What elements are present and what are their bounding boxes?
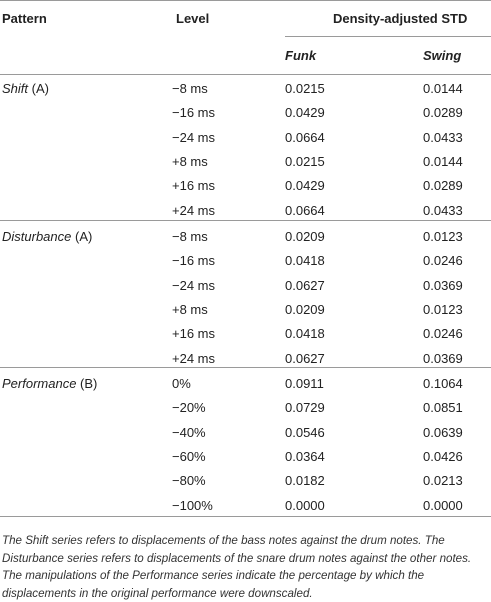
pattern-suffix: (A) bbox=[28, 81, 49, 96]
pattern-name: Performance bbox=[2, 376, 77, 391]
table-bottom-rule bbox=[0, 516, 491, 517]
funk-value-cell: 0.0000 bbox=[285, 497, 325, 513]
swing-value-cell: 0.0144 bbox=[423, 153, 463, 169]
level-cell: −16 ms bbox=[172, 105, 215, 121]
funk-value-cell: 0.0209 bbox=[285, 229, 325, 244]
level-cell: +16 ms bbox=[172, 178, 215, 194]
funk-value-cell: 0.0215 bbox=[285, 153, 325, 169]
funk-value-cell: 0.0546 bbox=[285, 424, 325, 440]
level-cell: −100% bbox=[172, 497, 213, 513]
funk-value-cell: 0.0209 bbox=[285, 301, 325, 317]
table-top-rule bbox=[0, 0, 491, 1]
level-cell: 0% bbox=[172, 376, 191, 391]
level-cell: −16 ms bbox=[172, 253, 215, 269]
header-span-rule bbox=[285, 36, 491, 37]
pattern-name: Shift bbox=[2, 81, 29, 96]
header-pattern: Pattern bbox=[2, 11, 47, 26]
level-cell: −20% bbox=[172, 400, 206, 416]
level-cell: −60% bbox=[172, 448, 206, 464]
pattern-name: Disturbance bbox=[2, 229, 72, 244]
level-cell: −80% bbox=[172, 473, 206, 489]
swing-value-cell: 0.0639 bbox=[423, 424, 463, 440]
funk-value-cell: 0.0418 bbox=[285, 253, 325, 269]
swing-value-cell: 0.0426 bbox=[423, 448, 463, 464]
swing-value-cell: 0.0123 bbox=[423, 301, 463, 317]
swing-value-cell: 0.0289 bbox=[423, 178, 463, 194]
pattern-label: Disturbance (A) bbox=[2, 226, 92, 248]
swing-value-cell: 0.0433 bbox=[423, 202, 463, 218]
swing-value-cell: 0.0246 bbox=[423, 326, 463, 342]
level-cell: −8 ms bbox=[172, 81, 208, 96]
funk-value-cell: 0.0215 bbox=[285, 81, 325, 96]
swing-value-cell: 0.0213 bbox=[423, 473, 463, 489]
header-density-adjusted-std: Density-adjusted STD bbox=[333, 11, 468, 26]
table-footnote: The Shift series refers to displacements… bbox=[2, 534, 472, 600]
level-cell: −40% bbox=[172, 424, 206, 440]
swing-value-cell: 0.1064 bbox=[423, 376, 463, 391]
swing-value-cell: 0.0123 bbox=[423, 229, 463, 244]
funk-value-cell: 0.0364 bbox=[285, 448, 325, 464]
funk-value-cell: 0.0664 bbox=[285, 129, 325, 145]
header-bottom-rule bbox=[0, 74, 491, 75]
swing-value-cell: 0.0433 bbox=[423, 129, 463, 145]
funk-value-cell: 0.0911 bbox=[285, 376, 324, 391]
funk-value-cell: 0.0418 bbox=[285, 326, 325, 342]
funk-value-cell: 0.0627 bbox=[285, 350, 325, 366]
level-cell: +24 ms bbox=[172, 202, 215, 218]
funk-value-cell: 0.0627 bbox=[285, 277, 325, 293]
level-cell: −24 ms bbox=[172, 129, 215, 145]
header-level: Level bbox=[176, 11, 210, 26]
header-funk: Funk bbox=[285, 48, 317, 63]
level-cell: −8 ms bbox=[172, 229, 208, 244]
pattern-label: Shift (A) bbox=[2, 78, 49, 100]
funk-value-cell: 0.0182 bbox=[285, 473, 325, 489]
pattern-suffix: (A) bbox=[71, 229, 93, 244]
header-swing: Swing bbox=[423, 48, 462, 63]
pattern-label: Performance (B) bbox=[2, 373, 97, 395]
funk-value-cell: 0.0429 bbox=[285, 105, 325, 121]
level-cell: +8 ms bbox=[172, 301, 208, 317]
swing-value-cell: 0.0246 bbox=[423, 253, 463, 269]
level-cell: −24 ms bbox=[172, 277, 215, 293]
swing-value-cell: 0.0851 bbox=[423, 400, 463, 416]
swing-value-cell: 0.0289 bbox=[423, 105, 463, 121]
funk-value-cell: 0.0429 bbox=[285, 178, 325, 194]
funk-value-cell: 0.0729 bbox=[285, 400, 325, 416]
pattern-suffix: (B) bbox=[76, 376, 98, 391]
level-cell: +8 ms bbox=[172, 153, 208, 169]
swing-value-cell: 0.0369 bbox=[423, 350, 463, 366]
level-cell: +16 ms bbox=[172, 326, 215, 342]
swing-value-cell: 0.0144 bbox=[423, 81, 463, 96]
level-cell: +24 ms bbox=[172, 350, 215, 366]
swing-value-cell: 0.0369 bbox=[423, 277, 463, 293]
swing-value-cell: 0.0000 bbox=[423, 497, 463, 513]
group-divider-rule bbox=[0, 367, 491, 368]
funk-value-cell: 0.0664 bbox=[285, 202, 325, 218]
group-divider-rule bbox=[0, 220, 491, 221]
